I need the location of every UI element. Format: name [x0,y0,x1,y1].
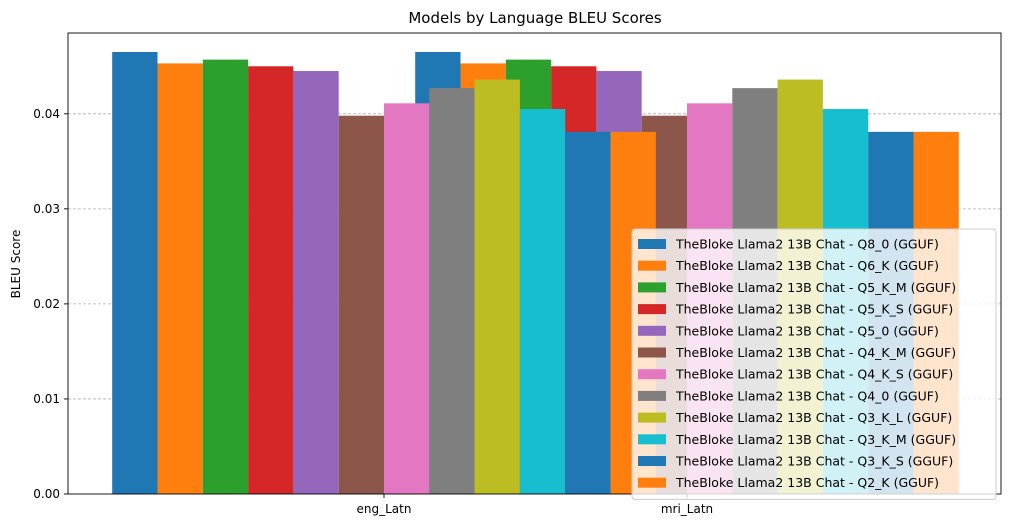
bar [429,88,475,495]
legend-label: TheBloke Llama2 13B Chat - Q5_K_S (GGUF) [675,302,953,317]
bar [519,109,566,495]
legend: TheBloke Llama2 13B Chat - Q8_0 (GGUF) Th… [631,228,997,500]
legend-swatch [638,456,666,466]
bar [248,66,294,495]
legend-swatch [638,260,666,271]
axes: 0.00 0.01 0.02 0.03 0.04 eng_Latn mri_Latn [33,32,1002,516]
bar [338,115,384,494]
legend-swatch [638,282,666,293]
legend-swatch [638,390,666,401]
bar [384,103,430,495]
legend-swatch [638,325,666,336]
legend-label: TheBloke Llama2 13B Chat - Q3_K_L (GGUF) [675,410,952,425]
legend-label: TheBloke Llama2 13B Chat - Q8_0 (GGUF) [675,237,939,252]
legend-swatch [638,412,666,423]
legend-swatch [638,304,666,315]
bar [112,52,158,494]
plot-frame [67,32,1002,495]
legend-label: TheBloke Llama2 13B Chat - Q4_K_M (GGUF) [675,345,956,360]
legend-label: TheBloke Llama2 13B Chat - Q5_K_M (GGUF) [675,280,956,295]
bar [157,63,203,494]
legend-label: TheBloke Llama2 13B Chat - Q5_0 (GGUF) [675,323,939,338]
chart-title: Models by Language BLEU Scores [408,9,661,27]
legend-swatch [638,369,666,380]
y-tick-label: 0.04 [33,107,60,121]
bar [202,59,249,494]
y-tick-label: 0.03 [33,202,60,216]
y-tick-label: 0.02 [33,297,60,311]
legend-swatch [638,434,666,445]
y-axis-title: BLEU Score [9,230,23,299]
legend-swatch [638,239,666,249]
legend-label: TheBloke Llama2 13B Chat - Q2_K (GGUF) [675,475,939,490]
legend-label: TheBloke Llama2 13B Chat - Q6_K (GGUF) [675,258,939,273]
legend-box [631,228,997,500]
legend-swatch [638,347,666,358]
legend-label: TheBloke Llama2 13B Chat - Q3_K_S (GGUF) [675,454,953,469]
legend-label: TheBloke Llama2 13B Chat - Q4_K_S (GGUF) [675,367,953,382]
bar [565,131,611,494]
x-tick-label: eng_Latn [357,502,412,516]
x-tick-label: mri_Latn [661,502,713,516]
y-tick-label: 0.01 [33,392,60,406]
legend-label: TheBloke Llama2 13B Chat - Q4_0 (GGUF) [675,388,939,403]
y-tick-label: 0.00 [33,487,60,501]
legend-label: TheBloke Llama2 13B Chat - Q3_K_M (GGUF) [675,432,956,447]
bar [293,71,339,494]
bar [474,79,520,494]
legend-swatch [638,477,666,488]
